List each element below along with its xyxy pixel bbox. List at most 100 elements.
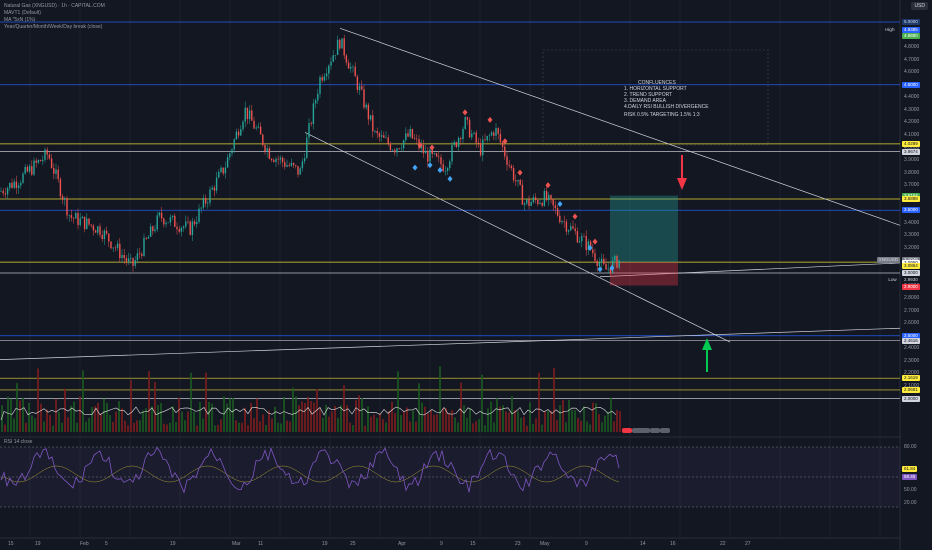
volume-bar xyxy=(283,397,285,432)
volume-bar xyxy=(538,373,540,432)
volume-bar xyxy=(247,425,249,432)
candle-body xyxy=(130,258,131,259)
candle-body xyxy=(214,188,215,191)
volume-bar xyxy=(184,420,186,432)
candle-body xyxy=(132,258,133,266)
volume-bar xyxy=(196,426,198,432)
candle-body xyxy=(242,122,243,129)
price-label: 2.0000 xyxy=(902,396,920,402)
volume-bar xyxy=(52,426,54,432)
volume-bar xyxy=(55,399,57,432)
price-axis-label: 2.7000 xyxy=(904,308,919,314)
candle-body xyxy=(190,222,191,235)
candle-body xyxy=(535,197,536,200)
candle-body xyxy=(179,229,180,231)
time-axis-label: 9 xyxy=(585,541,588,547)
candle-body xyxy=(225,168,226,174)
candle-body xyxy=(181,228,182,232)
volume-bar xyxy=(262,414,264,432)
event-badge-icon[interactable] xyxy=(660,428,670,433)
candle-body xyxy=(451,145,452,162)
candle-body xyxy=(258,127,259,128)
volume-bar xyxy=(343,385,345,432)
volume-bar xyxy=(613,421,615,432)
volume-bar xyxy=(388,411,390,432)
volume-bar xyxy=(181,412,183,432)
volume-bar xyxy=(535,418,537,432)
candle-body xyxy=(29,166,30,171)
volume-bar xyxy=(349,423,351,432)
candle-body xyxy=(115,248,116,249)
candle-body xyxy=(42,160,43,161)
volume-bar xyxy=(253,418,255,432)
candle-body xyxy=(352,67,353,68)
indicator-1[interactable]: MAVT1 (Default) xyxy=(4,10,41,16)
event-badge-icon[interactable] xyxy=(640,428,650,433)
volume-bar xyxy=(589,425,591,432)
price-label: 2.0681 xyxy=(902,387,920,393)
candle-body xyxy=(368,105,369,120)
confluence-note[interactable]: CONFLUENCES 1. HORIZONTAL SUPPORT 2. TRE… xyxy=(624,80,709,110)
volume-bar xyxy=(187,411,189,432)
price-axis-label: 4.1000 xyxy=(904,132,919,138)
rsi-label[interactable]: RSI 14 close xyxy=(4,439,32,445)
volume-bar xyxy=(436,414,438,432)
candle-body xyxy=(370,115,371,119)
volume-bar xyxy=(79,397,81,432)
candle-body xyxy=(128,258,129,261)
candle-body xyxy=(194,221,195,224)
long-position-stop-zone xyxy=(610,262,678,285)
volume-bar xyxy=(610,398,612,432)
symbol-title[interactable]: Natural Gas (XNGUSD) · 1h · CAPITAL.COM xyxy=(4,3,105,9)
volume-bar xyxy=(319,409,321,432)
volume-bar xyxy=(355,400,357,432)
volume-bar xyxy=(493,422,495,432)
currency-badge[interactable]: USD xyxy=(911,2,928,10)
candle-body xyxy=(572,226,573,228)
price-axis-label: 3.7000 xyxy=(904,182,919,188)
volume-bar xyxy=(397,371,399,432)
candle-body xyxy=(170,217,171,222)
price-label: 3.5898 xyxy=(902,196,920,202)
volume-bar xyxy=(16,383,18,432)
indicator-3[interactable]: Year/Quarter/Month/Week/Day break (close… xyxy=(4,24,102,30)
candle-body xyxy=(108,234,109,242)
volume-bar xyxy=(190,373,192,432)
volume-bar xyxy=(337,418,339,432)
candle-body xyxy=(467,117,468,120)
candle-body xyxy=(465,117,466,129)
volume-bar xyxy=(421,403,423,432)
indicator-2[interactable]: MA "5xN (1%) xyxy=(4,17,35,23)
candle-body xyxy=(599,262,600,266)
price-label: 3.0864 xyxy=(902,263,920,269)
volume-bar xyxy=(127,425,129,432)
candle-body xyxy=(176,227,177,229)
candle-body xyxy=(119,244,120,258)
candle-body xyxy=(520,180,521,185)
price-label: 3.5000 xyxy=(902,207,920,213)
candle-body xyxy=(315,100,316,103)
candle-body xyxy=(9,183,10,188)
volume-bar xyxy=(220,419,222,432)
volume-bar xyxy=(448,413,450,432)
event-badge-icon[interactable] xyxy=(650,428,660,433)
price-axis-label: 4.6000 xyxy=(904,69,919,75)
candle-body xyxy=(377,131,378,133)
candle-body xyxy=(247,108,248,119)
volume-bar xyxy=(235,420,237,432)
price-label: 2.1619 xyxy=(902,375,920,381)
volume-bar xyxy=(61,423,63,432)
candle-body xyxy=(295,165,296,166)
candle-body xyxy=(480,143,481,155)
candle-body xyxy=(47,150,48,155)
candle-body xyxy=(280,158,281,160)
volume-bar xyxy=(556,420,558,432)
volume-bar xyxy=(85,422,87,432)
volume-bar xyxy=(136,420,138,432)
price-label: 2.9000 xyxy=(902,284,920,290)
candle-body xyxy=(229,153,230,157)
event-badge-icon[interactable] xyxy=(622,428,632,433)
candle-body xyxy=(264,145,265,152)
candle-body xyxy=(58,170,59,180)
